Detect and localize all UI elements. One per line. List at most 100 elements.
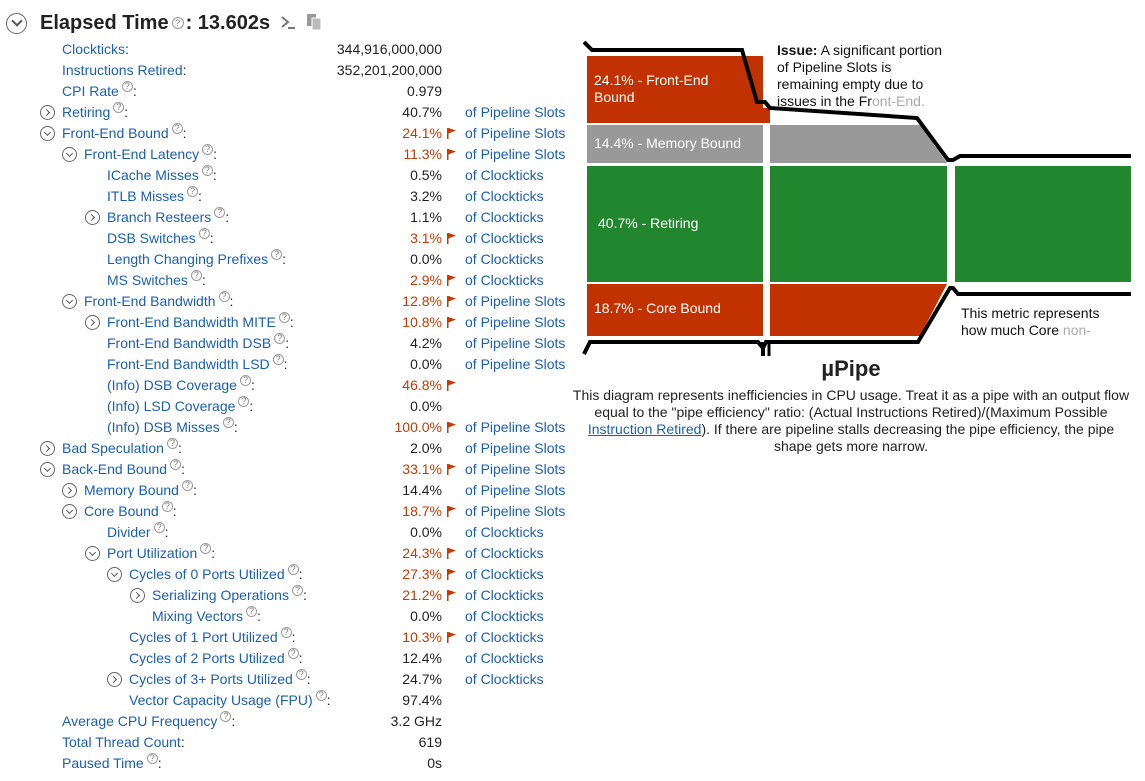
metric-name-link[interactable]: (Info) LSD Coverage (107, 398, 236, 414)
expand-toggle-icon[interactable] (85, 210, 100, 225)
metric-name-link[interactable]: MS Switches (107, 272, 188, 288)
metric-unit-link[interactable]: of Pipeline Slots (465, 293, 566, 309)
metric-unit-link[interactable]: of Clockticks (465, 167, 544, 183)
metric-name-link[interactable]: (Info) DSB Misses (107, 419, 220, 435)
collapse-toggle-icon[interactable] (6, 12, 27, 34)
collapse-toggle-icon[interactable] (40, 126, 55, 141)
metric-name-link[interactable]: Cycles of 2 Ports Utilized (129, 650, 285, 666)
help-icon[interactable]: ? (315, 690, 327, 701)
help-icon[interactable]: ? (201, 165, 213, 176)
metric-name-link[interactable]: CPI Rate (62, 83, 119, 99)
metric-unit-link[interactable]: of Clockticks (465, 650, 544, 666)
help-icon[interactable]: ? (166, 438, 178, 449)
metric-unit-link[interactable]: of Pipeline Slots (465, 461, 566, 477)
metric-name-link[interactable]: Bad Speculation (62, 440, 164, 456)
metric-name-link[interactable]: Cycles of 3+ Ports Utilized (129, 671, 293, 687)
help-icon[interactable]: ? (146, 753, 158, 764)
help-icon[interactable]: ? (187, 186, 199, 197)
help-icon[interactable]: ? (161, 501, 173, 512)
metric-name-link[interactable]: Branch Resteers (107, 209, 212, 225)
help-icon[interactable]: ? (198, 228, 210, 239)
help-icon[interactable]: ? (295, 669, 307, 680)
help-icon[interactable]: ? (202, 144, 214, 155)
collapse-toggle-icon[interactable] (107, 567, 122, 582)
metric-unit-link[interactable]: of Clockticks (465, 629, 544, 645)
collapse-toggle-icon[interactable] (62, 147, 77, 162)
metric-unit-link[interactable]: of Clockticks (465, 524, 544, 540)
collapse-toggle-icon[interactable] (85, 546, 100, 561)
metric-name-link[interactable]: Mixing Vectors (152, 608, 244, 624)
metric-name-link[interactable]: Front-End Bound (62, 125, 169, 141)
instruction-retired-link[interactable]: Instruction Retired (587, 421, 702, 437)
metric-unit-link[interactable]: of Clockticks (465, 188, 544, 204)
metric-unit-link[interactable]: of Pipeline Slots (465, 335, 566, 351)
metric-unit-link[interactable]: of Clockticks (465, 251, 544, 267)
metric-name-link[interactable]: Cycles of 0 Ports Utilized (129, 566, 285, 582)
help-icon[interactable]: ? (239, 375, 251, 386)
help-icon[interactable]: ? (171, 17, 184, 29)
expand-toggle-icon[interactable] (62, 483, 77, 498)
metric-name-link[interactable]: Length Changing Prefixes (107, 251, 269, 267)
metric-name-link[interactable]: Front-End Bandwidth DSB (107, 335, 272, 351)
help-icon[interactable]: ? (121, 81, 133, 92)
metric-name-link[interactable]: ICache Misses (107, 167, 199, 183)
help-icon[interactable]: ? (291, 585, 303, 596)
metric-name-link[interactable]: ITLB Misses (107, 188, 185, 204)
help-icon[interactable]: ? (113, 102, 125, 113)
metric-unit-link[interactable]: of Pipeline Slots (465, 440, 566, 456)
expand-toggle-icon[interactable] (85, 315, 100, 330)
help-icon[interactable]: ? (287, 648, 299, 659)
help-icon[interactable]: ? (274, 333, 286, 344)
metric-unit-link[interactable]: of Clockticks (465, 671, 544, 687)
collapse-toggle-icon[interactable] (40, 462, 55, 477)
metric-unit-link[interactable]: of Pipeline Slots (465, 146, 566, 162)
help-icon[interactable]: ? (190, 270, 202, 281)
help-icon[interactable]: ? (171, 123, 183, 134)
help-icon[interactable]: ? (222, 417, 234, 428)
metric-unit-link[interactable]: of Clockticks (465, 209, 544, 225)
metric-name-link[interactable]: Clockticks (62, 41, 126, 57)
help-icon[interactable]: ? (287, 564, 299, 575)
expand-toggle-icon[interactable] (107, 672, 122, 687)
metric-name-link[interactable]: Back-End Bound (62, 461, 168, 477)
metric-unit-link[interactable]: of Clockticks (465, 230, 544, 246)
metric-name-link[interactable]: Front-End Bandwidth MITE (107, 314, 276, 330)
metric-unit-link[interactable]: of Pipeline Slots (465, 419, 566, 435)
metric-unit-link[interactable]: of Clockticks (465, 608, 544, 624)
expand-toggle-icon[interactable] (40, 105, 55, 120)
metric-unit-link[interactable]: of Pipeline Slots (465, 125, 566, 141)
metric-unit-link[interactable]: of Clockticks (465, 272, 544, 288)
metric-name-link[interactable]: Port Utilization (107, 545, 198, 561)
metric-name-link[interactable]: Retiring (62, 104, 111, 120)
help-icon[interactable]: ? (278, 312, 290, 323)
help-icon[interactable]: ? (153, 522, 165, 533)
help-icon[interactable]: ? (280, 627, 292, 638)
help-icon[interactable]: ? (200, 543, 212, 554)
help-icon[interactable]: ? (218, 291, 230, 302)
metric-unit-link[interactable]: of Pipeline Slots (465, 482, 566, 498)
collapse-toggle-icon[interactable] (62, 294, 77, 309)
help-icon[interactable]: ? (238, 396, 250, 407)
metric-name-link[interactable]: Instructions Retired (62, 62, 183, 78)
metric-name-link[interactable]: Vector Capacity Usage (FPU) (129, 692, 313, 708)
metric-unit-link[interactable]: of Pipeline Slots (465, 503, 566, 519)
command-line-icon[interactable] (280, 14, 296, 33)
metric-name-link[interactable]: Memory Bound (84, 482, 179, 498)
metric-unit-link[interactable]: of Pipeline Slots (465, 314, 566, 330)
metric-name-link[interactable]: Serializing Operations (152, 587, 289, 603)
metric-name-link[interactable]: (Info) DSB Coverage (107, 377, 237, 393)
metric-unit-link[interactable]: of Pipeline Slots (465, 104, 566, 120)
metric-unit-link[interactable]: of Clockticks (465, 587, 544, 603)
help-icon[interactable]: ? (214, 207, 226, 218)
metric-unit-link[interactable]: of Clockticks (465, 545, 544, 561)
metric-name-link[interactable]: Paused Time (62, 755, 144, 771)
help-icon[interactable]: ? (181, 480, 193, 491)
metric-unit-link[interactable]: of Pipeline Slots (465, 356, 566, 372)
metric-name-link[interactable]: Front-End Latency (84, 146, 200, 162)
help-icon[interactable]: ? (246, 606, 258, 617)
help-icon[interactable]: ? (220, 711, 232, 722)
copy-icon[interactable] (306, 13, 322, 34)
help-icon[interactable]: ? (170, 459, 182, 470)
collapse-toggle-icon[interactable] (62, 504, 77, 519)
metric-unit-link[interactable]: of Clockticks (465, 566, 544, 582)
